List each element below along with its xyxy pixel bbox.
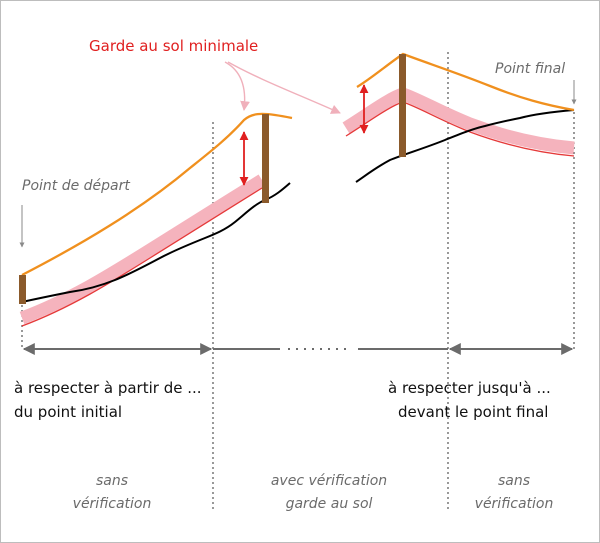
section-1-line1: sans [96, 473, 128, 489]
section-3-line1: sans [498, 473, 530, 489]
terrain-right [355, 109, 575, 183]
callout-arrow-right [227, 61, 341, 114]
end-point-label: Point final [495, 61, 565, 77]
clearance-line-right [345, 101, 575, 157]
section-2-line1: avec vérification [271, 473, 387, 489]
section-1-line2: vérification [73, 496, 152, 512]
pole-right [399, 54, 406, 157]
section-3-line2: vérification [475, 496, 554, 512]
range-left-line1: à respecter à partir de ... [14, 379, 202, 397]
cable-right [356, 52, 575, 112]
range-left-line2: du point initial [14, 403, 122, 421]
pole-left [262, 114, 269, 203]
pole-start [19, 275, 26, 304]
clearance-band-left [19, 174, 266, 325]
start-point-label: Point de départ [22, 178, 130, 194]
range-right-line1: à respecter jusqu'à ... [388, 379, 551, 397]
section-2-line2: garde au sol [286, 496, 373, 512]
range-right-line2: devant le point final [398, 403, 548, 421]
callout-arrow-left [224, 61, 250, 111]
clearance-band-right [342, 87, 575, 155]
clearance-line-left [21, 187, 263, 327]
cable-left [21, 112, 293, 277]
min-clearance-label: Garde au sol minimale [89, 37, 258, 55]
